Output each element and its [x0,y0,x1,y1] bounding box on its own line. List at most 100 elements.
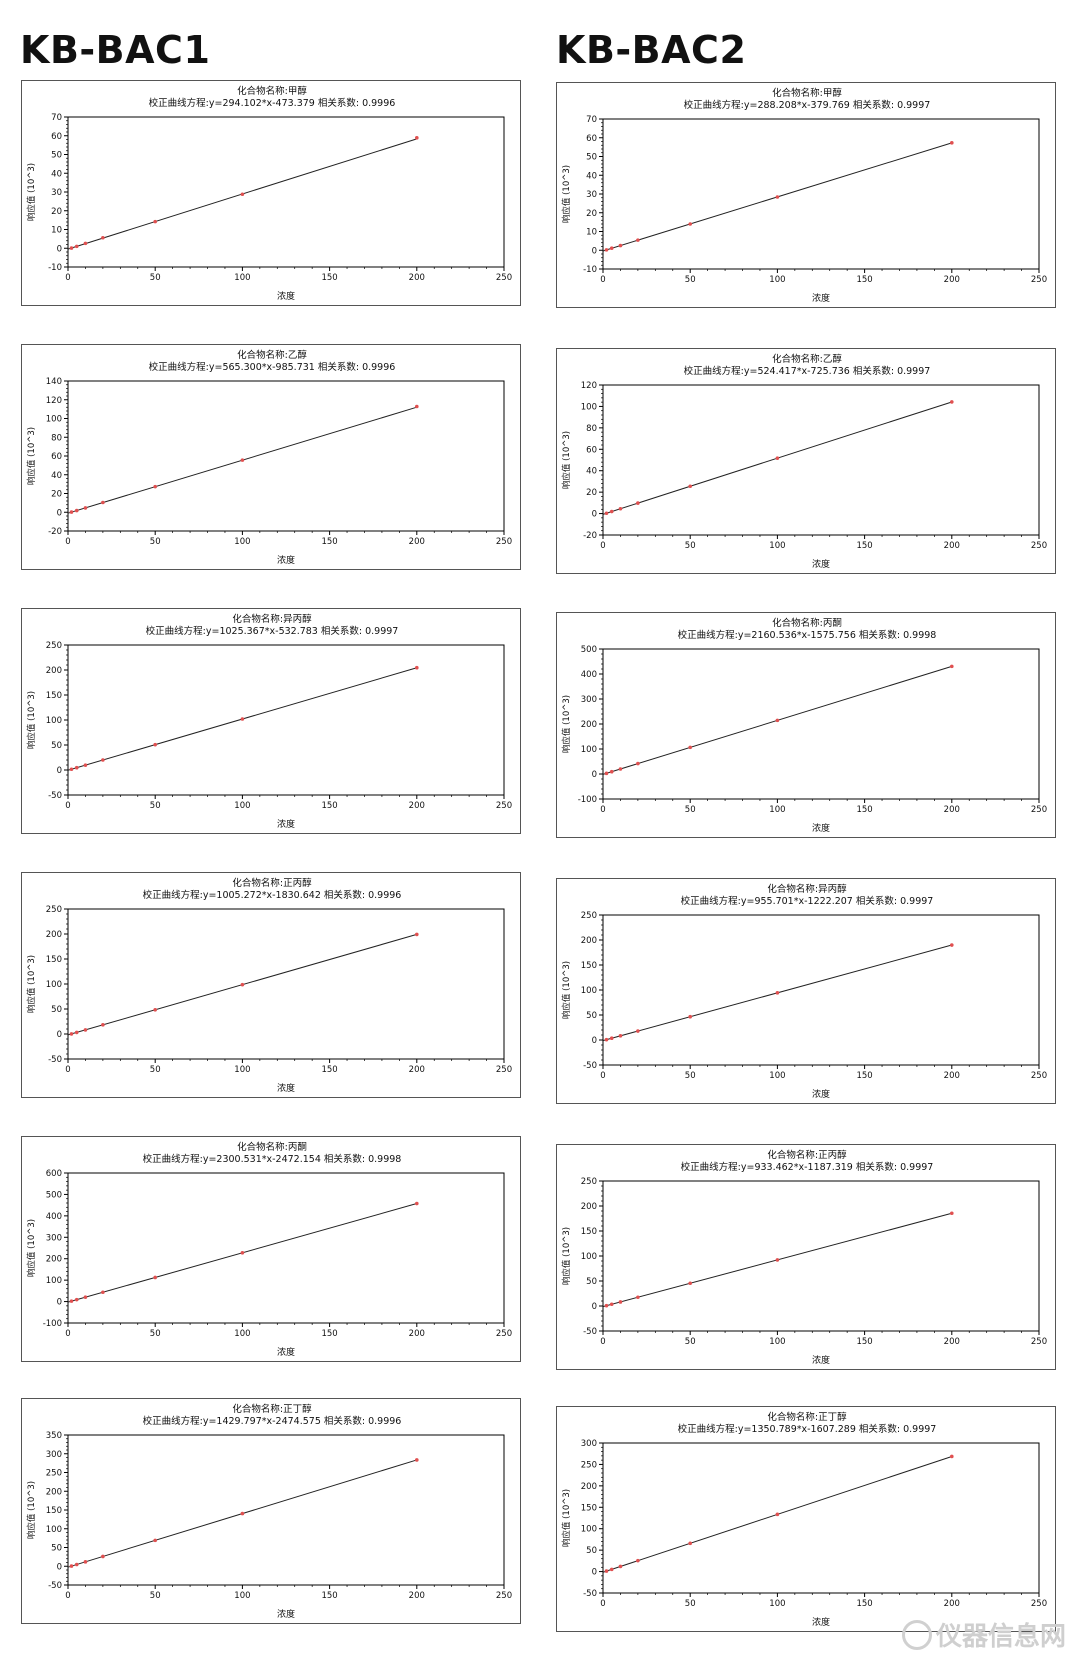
data-point [950,1454,954,1459]
data-point [618,243,623,248]
y-tick-label: 400 [581,670,597,680]
data-point [688,222,692,226]
x-tick-label: 250 [496,1591,512,1601]
y-tick-label: 250 [581,1460,597,1470]
y-tick-label: 400 [46,1212,62,1222]
x-tick-label: 200 [409,273,425,283]
data-point [415,932,419,937]
y-tick-label: 600 [46,1169,62,1179]
data-point [609,769,614,774]
chart-panel: 化合物名称:正丁醇 校正曲线方程:y=1350.789*x-1607.289 相关… [556,1406,1056,1632]
x-axis-label: 浓度 [277,554,295,566]
y-tick-label: 200 [581,936,597,946]
y-tick-label: 100 [46,415,62,425]
x-tick-label: 100 [769,1337,785,1347]
y-tick-label: -50 [583,1327,597,1337]
data-point [604,771,609,776]
y-tick-label: 200 [581,720,597,730]
x-tick-label: 50 [685,805,696,815]
y-tick-label: 200 [46,1255,62,1265]
y-tick-label: 150 [581,1227,597,1237]
data-point [604,248,609,252]
y-tick-label: 0 [592,1302,597,1312]
data-point [74,244,79,249]
chart-title: 化合物名称:乙醇 [772,353,842,365]
data-point [240,717,245,721]
data-point [688,1281,692,1286]
data-point [618,1034,623,1038]
data-point [609,1036,614,1040]
x-tick-label: 100 [234,1591,250,1601]
y-tick-label: 50 [586,1546,597,1556]
y-tick-label: 20 [51,207,62,217]
x-tick-label: 250 [1031,1599,1047,1609]
x-tick-label: 0 [600,1337,605,1347]
data-point [636,761,640,766]
y-tick-label: 500 [46,1190,62,1200]
column-heading-bac2: KB-BAC2 [556,28,747,72]
y-axis-label: 响应值 (10^3) [561,1227,572,1285]
x-tick-label: 100 [769,1599,785,1609]
data-point [101,500,105,505]
y-axis-label: 响应值 (10^3) [561,961,572,1019]
y-tick-label: 100 [581,1525,597,1535]
chart-subtitle: 校正曲线方程:y=933.462*x-1187.319 相关系数: 0.9997 [681,1161,934,1173]
data-point [69,767,74,772]
y-tick-label: 0 [592,1036,597,1046]
data-point [83,241,88,246]
chart-title: 化合物名称:丙酮 [237,1141,307,1153]
data-point [83,1295,88,1299]
data-point [688,1541,692,1546]
chart-title: 化合物名称:正丙醇 [767,1149,847,1161]
chart-panel: 化合物名称:正丙醇 校正曲线方程:y=1005.272*x-1830.642 相关… [21,872,521,1098]
x-tick-label: 250 [1031,541,1047,551]
x-tick-label: 250 [1031,1071,1047,1081]
plot-frame [67,644,505,796]
x-tick-label: 50 [685,1599,696,1609]
y-tick-label: 200 [581,1482,597,1492]
x-tick-label: 150 [321,1591,337,1601]
y-tick-label: -50 [48,1581,62,1591]
y-axis-label: 响应值 (10^3) [26,163,37,221]
chart-subtitle: 校正曲线方程:y=524.417*x-725.736 相关系数: 0.9997 [684,365,931,377]
x-tick-label: 100 [769,1071,785,1081]
y-tick-label: 300 [46,1450,62,1460]
data-point [950,943,954,947]
x-tick-label: 150 [321,537,337,547]
flask-icon [901,1619,932,1650]
y-tick-label: 100 [581,986,597,996]
x-tick-label: 250 [496,537,512,547]
x-axis-label: 浓度 [277,818,295,830]
x-tick-label: 50 [685,1337,696,1347]
plot-frame [602,1180,1040,1332]
x-axis-label: 浓度 [812,822,830,834]
y-tick-label: -100 [43,1319,62,1329]
y-axis-label: 响应值 (10^3) [26,955,37,1013]
x-tick-label: 250 [1031,1337,1047,1347]
y-tick-label: 0 [592,1568,597,1578]
data-point [101,1554,105,1559]
x-tick-label: 250 [496,1329,512,1339]
y-tick-label: 200 [581,1202,597,1212]
data-point [609,1567,614,1572]
y-tick-label: 140 [46,377,62,387]
y-tick-label: 80 [586,424,597,434]
y-tick-label: 50 [51,741,62,751]
data-point [618,767,623,771]
chart-panel: 化合物名称:乙醇 校正曲线方程:y=565.300*x-985.731 相关系数:… [21,344,521,570]
data-point [950,664,954,669]
y-tick-label: 100 [581,1252,597,1262]
x-axis-label: 浓度 [812,558,830,570]
data-point [240,1251,245,1255]
x-tick-label: 0 [65,537,70,547]
y-tick-label: 30 [586,190,597,200]
data-point [609,509,614,514]
y-tick-label: 300 [46,1233,62,1243]
y-tick-label: 50 [586,153,597,163]
data-point [636,1295,640,1300]
data-point [101,758,105,762]
